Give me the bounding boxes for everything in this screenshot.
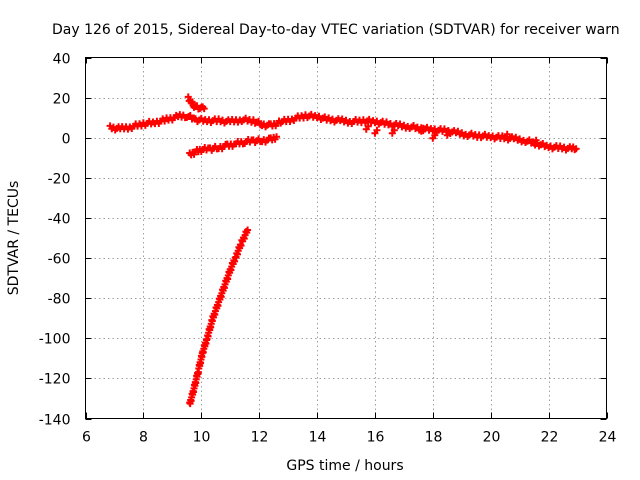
x-tick-label: 14	[309, 430, 327, 446]
series-lower-segment	[186, 133, 281, 159]
data-point	[532, 136, 540, 144]
data-point	[255, 117, 263, 125]
x-tick-label: 8	[139, 430, 148, 446]
data-point	[273, 133, 281, 141]
x-tick-label: 12	[251, 430, 269, 446]
data-point	[200, 105, 208, 113]
data-point	[572, 145, 580, 153]
y-tick-label: -60	[48, 252, 71, 268]
data-point	[364, 122, 372, 130]
data-point	[419, 124, 427, 132]
x-tick-label: 6	[82, 430, 91, 446]
x-tick-label: 18	[425, 430, 443, 446]
data-point	[390, 126, 398, 134]
y-tick-label: 20	[53, 92, 71, 108]
series-upper-segment	[184, 93, 208, 113]
x-tick-label: 10	[193, 430, 211, 446]
tick-labels: 6 8 10 12 14 16 18 20 22 24 -140 -120 -100 -80 -60 -40 -…	[39, 52, 617, 446]
axis-ticks	[85, 57, 608, 420]
data-point	[244, 226, 252, 234]
data-points	[106, 93, 580, 408]
series-scatter-points	[362, 122, 540, 147]
y-tick-label: -80	[48, 292, 71, 308]
data-point	[431, 131, 439, 139]
y-tick-label: -120	[39, 372, 71, 388]
y-tick-label: 40	[53, 52, 71, 68]
y-axis-title: SDTVAR / TECUs	[6, 181, 22, 296]
y-tick-label: -20	[48, 172, 71, 188]
x-tick-label: 22	[541, 430, 559, 446]
x-axis-title: GPS time / hours	[286, 458, 403, 474]
data-point	[373, 126, 381, 134]
chart-title: Day 126 of 2015, Sidereal Day-to-day VTE…	[52, 22, 620, 38]
y-tick-label: -100	[39, 332, 71, 348]
data-point	[503, 130, 511, 138]
plot-frame	[85, 57, 607, 419]
y-tick-label: 0	[62, 132, 71, 148]
x-tick-label: 24	[599, 430, 617, 446]
series-descending-segment	[186, 226, 252, 408]
x-tick-label: 20	[483, 430, 501, 446]
y-tick-label: -40	[48, 212, 71, 228]
x-tick-label: 16	[367, 430, 385, 446]
grid-lines	[85, 57, 607, 419]
data-point	[445, 128, 453, 136]
y-tick-label: -140	[39, 413, 71, 429]
